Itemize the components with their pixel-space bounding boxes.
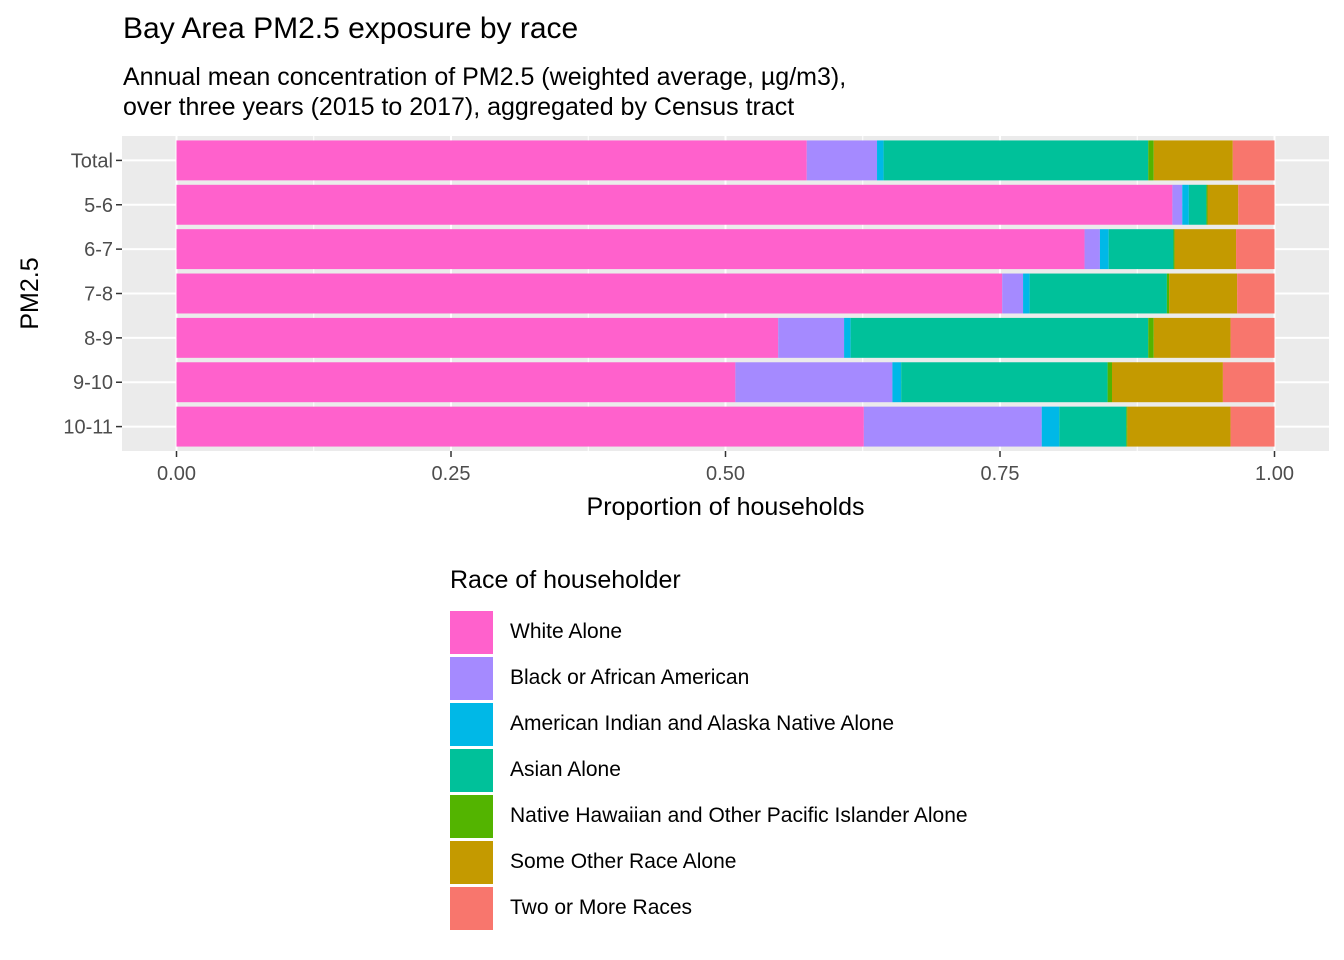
bar-segment — [176, 406, 864, 447]
bar-segment — [176, 362, 736, 403]
legend-label: Asian Alone — [510, 758, 621, 781]
legend-label: Some Other Race Alone — [510, 850, 737, 873]
legend: Race of householder White Alone Black or … — [450, 566, 968, 931]
bar-segment — [1108, 229, 1174, 270]
bar-segment — [883, 140, 1149, 181]
x-tick-label: 0.00 — [157, 463, 196, 485]
bar-segment — [806, 140, 878, 181]
bar-segment — [1230, 406, 1275, 447]
bar-segment — [778, 317, 845, 358]
bar-segment — [1207, 184, 1239, 225]
chart-title: Bay Area PM2.5 exposure by race — [123, 12, 579, 45]
legend-swatch — [450, 886, 493, 930]
bar-segment — [1002, 273, 1024, 314]
legend-item: Asian Alone — [450, 747, 968, 793]
bar-segment — [1232, 140, 1275, 181]
bar-segment — [844, 317, 851, 358]
legend-swatch — [450, 840, 493, 884]
subtitle-line-1: Annual mean concentration of PM2.5 (weig… — [123, 63, 847, 91]
y-tick-label: 7-8 — [84, 284, 113, 306]
bar-segment — [176, 273, 1003, 314]
chart-plot: Total 5-6 6-7 7-8 8-9 9-10 10-11 0.00 0.25 0.50 0.… — [16, 136, 1329, 521]
legend-label: White Alone — [510, 620, 623, 643]
bar-segment — [1237, 273, 1275, 314]
bar-segment — [176, 140, 807, 181]
bar-segment — [1126, 406, 1128, 447]
bar-segment — [901, 362, 1108, 403]
y-tick-label: Total — [71, 150, 113, 172]
bar-segment — [1153, 317, 1231, 358]
x-tick-label: 0.25 — [432, 463, 471, 485]
x-tick-label: 0.50 — [706, 463, 745, 485]
legend-swatch — [450, 702, 493, 746]
bar-segment — [1169, 273, 1238, 314]
legend-label: Black or African American — [510, 666, 750, 689]
legend-label: Native Hawaiian and Other Pacific Island… — [510, 804, 968, 827]
legend-swatch — [450, 610, 493, 654]
x-tick-label: 0.75 — [981, 463, 1020, 485]
legend-label: American Indian and Alaska Native Alone — [510, 712, 895, 735]
bar-segment — [892, 362, 902, 403]
legend-swatch — [450, 794, 493, 838]
bar-segment — [850, 317, 1149, 358]
bar-segment — [1107, 362, 1112, 403]
bar-segment — [1188, 184, 1207, 225]
bar-segment — [1023, 273, 1030, 314]
bar-segment — [1173, 229, 1175, 270]
bar-segment — [176, 317, 779, 358]
chart-subtitle: Annual mean concentration of PM2.5 (weig… — [123, 62, 846, 122]
legend-item: Two or More Races — [450, 885, 968, 931]
bar-segment — [1127, 406, 1231, 447]
legend-item: Native Hawaiian and Other Pacific Island… — [450, 793, 968, 839]
bar-segment — [1148, 140, 1154, 181]
bar-segment — [176, 229, 1085, 270]
legend-item: White Alone — [450, 609, 968, 655]
legend-item: Some Other Race Alone — [450, 839, 968, 885]
bar-segment — [1166, 273, 1170, 314]
bar-segment — [1041, 406, 1060, 447]
legend-label: Two or More Races — [510, 896, 693, 919]
bar-segment — [176, 184, 1173, 225]
legend-swatch — [450, 656, 493, 700]
bar-segment — [1236, 229, 1275, 270]
bar-segment — [1206, 184, 1208, 225]
bar-segment — [1029, 273, 1167, 314]
y-tick-label: 6-7 — [84, 239, 113, 261]
legend-swatch — [450, 748, 493, 792]
bar-segment — [1148, 317, 1154, 358]
y-tick-label: 5-6 — [84, 195, 113, 217]
legend-items: White Alone Black or African American Amer… — [450, 609, 968, 931]
x-axis-title: Proportion of households — [587, 493, 865, 521]
legend-item: Black or African American — [450, 655, 968, 701]
bar-segment — [1172, 184, 1183, 225]
bar-segment — [1111, 362, 1223, 403]
bar-segment — [1238, 184, 1275, 225]
legend-title: Race of householder — [450, 566, 681, 594]
bar-segment — [877, 140, 884, 181]
x-tick-label: 1.00 — [1255, 463, 1294, 485]
subtitle-line-2: over three years (2015 to 2017), aggrega… — [123, 93, 795, 121]
bar-segment — [1099, 229, 1109, 270]
y-tick-label: 9-10 — [73, 372, 113, 394]
y-tick-label: 8-9 — [84, 328, 113, 350]
y-tick-label: 10-11 — [63, 417, 113, 439]
bar-segment — [1174, 229, 1237, 270]
legend-item: American Indian and Alaska Native Alone — [450, 701, 968, 747]
bar-segment — [1153, 140, 1233, 181]
bar-segment — [1182, 184, 1189, 225]
bar-segment — [735, 362, 893, 403]
bar-segment — [1084, 229, 1100, 270]
bar-segment — [1222, 362, 1275, 403]
bar-segment — [863, 406, 1042, 447]
y-axis-title: PM2.5 — [16, 257, 44, 329]
bar-segment — [1230, 317, 1275, 358]
bar-segment — [1059, 406, 1127, 447]
